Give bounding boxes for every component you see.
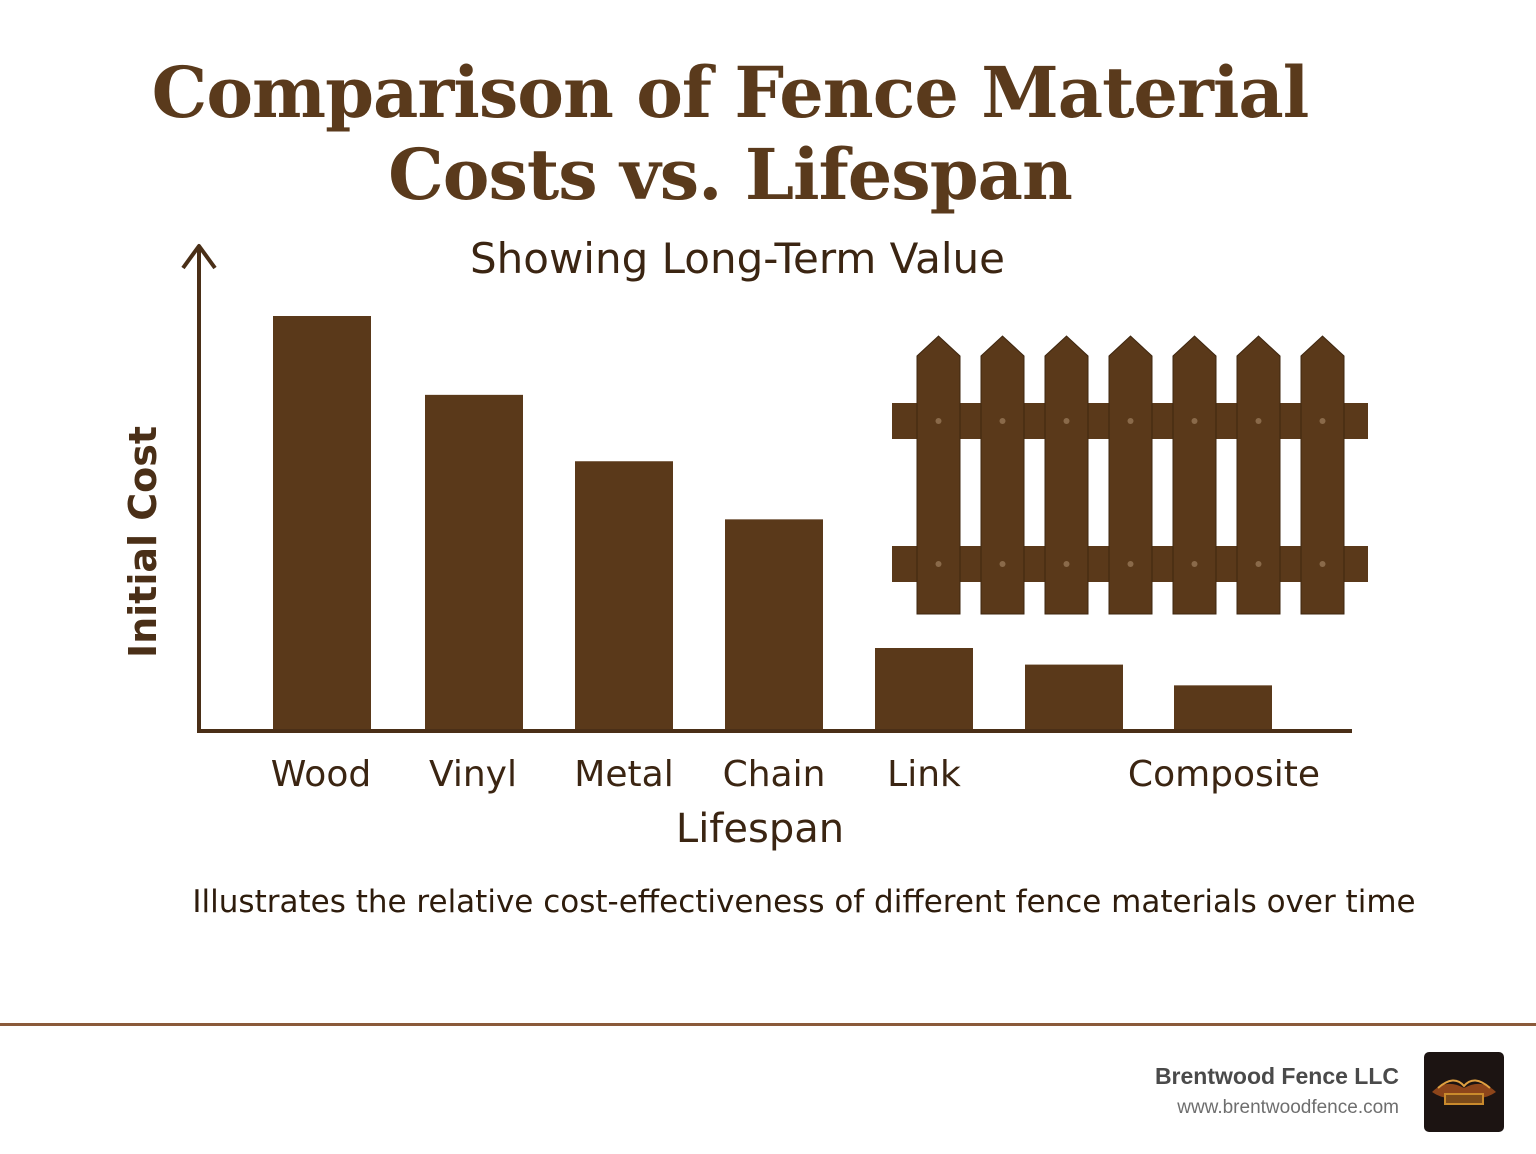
picket-fence-illustration [892,335,1368,615]
bar-7 [1174,685,1272,731]
fence-nail [1319,561,1326,567]
fence-nail [1319,418,1326,424]
company-logo [1424,1052,1504,1132]
fence-nail [935,418,942,424]
fence-nail [999,418,1006,424]
fence-picket [1236,335,1281,615]
y-axis-arrow [181,244,217,270]
category-label-wood: Wood [270,754,372,795]
chart-axes [181,244,1352,733]
fence-picket [1300,335,1345,615]
bar-3 [575,461,673,731]
footer-divider [0,1023,1536,1026]
bar-2 [425,394,523,731]
fence-picket [980,335,1025,615]
fence-nail [1191,561,1198,567]
bar-group [273,316,1272,731]
fence-nail [1191,418,1198,424]
logo-art [1432,1079,1496,1105]
fence-nail [1063,561,1070,567]
x-axis-label: Lifespan [675,806,845,852]
bar-1 [273,316,371,731]
fence-picket [1108,335,1153,615]
chart-subtitle: Showing Long-Term Value [469,234,1006,283]
fence-picket [1044,335,1089,615]
bar-4 [725,519,823,731]
fence-nail [999,561,1006,567]
fence-nail [1255,418,1262,424]
category-label-chain: Chain [722,754,826,795]
fence-nail [1127,561,1134,567]
fence-nail [1255,561,1262,567]
fence-picket [1172,335,1217,615]
category-label-composite: Composite [1127,754,1321,795]
chart-caption: Illustrates the relative cost-effectiven… [192,884,1416,920]
category-label-metal: Metal [574,754,674,795]
fence-nail [1063,418,1070,424]
y-axis-label: Initial Cost [121,425,165,659]
company-name: Brentwood Fence LLC [1154,1063,1399,1089]
category-label-link: Link [887,754,961,795]
bar-5 [875,648,973,731]
company-website[interactable]: www.brentwoodfence.com [1177,1097,1399,1118]
fence-picket [916,335,961,615]
chart-title: Comparison of Fence Material Costs vs. L… [0,52,1460,216]
chart-title-line-2: Costs vs. Lifespan [388,133,1073,216]
chart-title-line-1: Comparison of Fence Material [151,51,1310,134]
fence-nail [935,561,942,567]
bar-6 [1025,664,1123,731]
fence-nail [1127,418,1134,424]
category-label-vinyl: Vinyl [429,754,517,795]
